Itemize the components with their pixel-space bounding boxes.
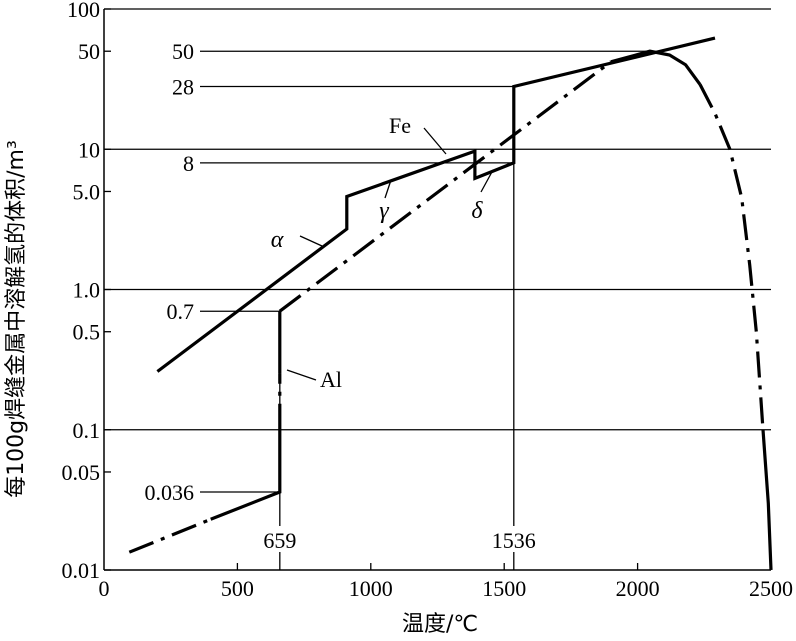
y-tick-label: 0.05 [62,460,101,485]
marker-label-bg [485,526,542,552]
y-tick-label: 0.5 [73,320,101,345]
x-axis-label: 温度/℃ [401,612,479,637]
y-tick-label: 0.1 [73,418,101,443]
y-tick-label: 0.01 [62,558,101,583]
series-al-segment [278,60,612,313]
reference-label-28: 28 [172,75,194,100]
x-tick-label: 0 [99,576,110,601]
leader-delta [480,169,494,193]
series-al-segment [610,49,702,86]
leader-gamma [384,179,392,199]
y-tick-label: 5.0 [73,179,101,204]
leader-al [286,369,317,381]
marker-label-659: 659 [263,528,296,553]
y-tick-label: 50 [78,39,100,64]
y-tick-label: 1.0 [73,278,101,303]
reference-label-0.7: 0.7 [167,299,195,324]
series-al-segment [128,517,212,554]
reference-label-8: 8 [183,151,194,176]
reference-label-50: 50 [172,39,194,64]
series-al-segment [698,83,765,430]
annotation-delta: δ [471,198,483,224]
x-tick-label: 2500 [749,576,793,601]
y-axis-label: 每100g焊缝金属中溶解氢的体积/m³ [4,140,29,498]
annotation-gamma: γ [379,198,389,224]
marker-label-bg [251,526,308,552]
leader-fe [423,127,447,155]
marker-label-1536: 1536 [492,528,536,553]
leader-alpha [299,235,323,247]
y-tick-label: 100 [67,0,100,22]
annotation-fe: Fe [389,113,411,138]
annotation-alpha: α [271,227,284,253]
series-fe-segment [156,36,716,373]
x-tick-label: 1500 [482,576,526,601]
reference-label-0.036: 0.036 [145,480,195,505]
series-al-segment [761,429,773,571]
x-tick-label: 500 [221,576,254,601]
x-tick-label: 2000 [616,576,660,601]
annotation-al: Al [320,367,342,392]
series-al-segment [210,429,282,521]
x-tick-label: 1000 [349,576,393,601]
y-tick-label: 10 [78,137,100,162]
